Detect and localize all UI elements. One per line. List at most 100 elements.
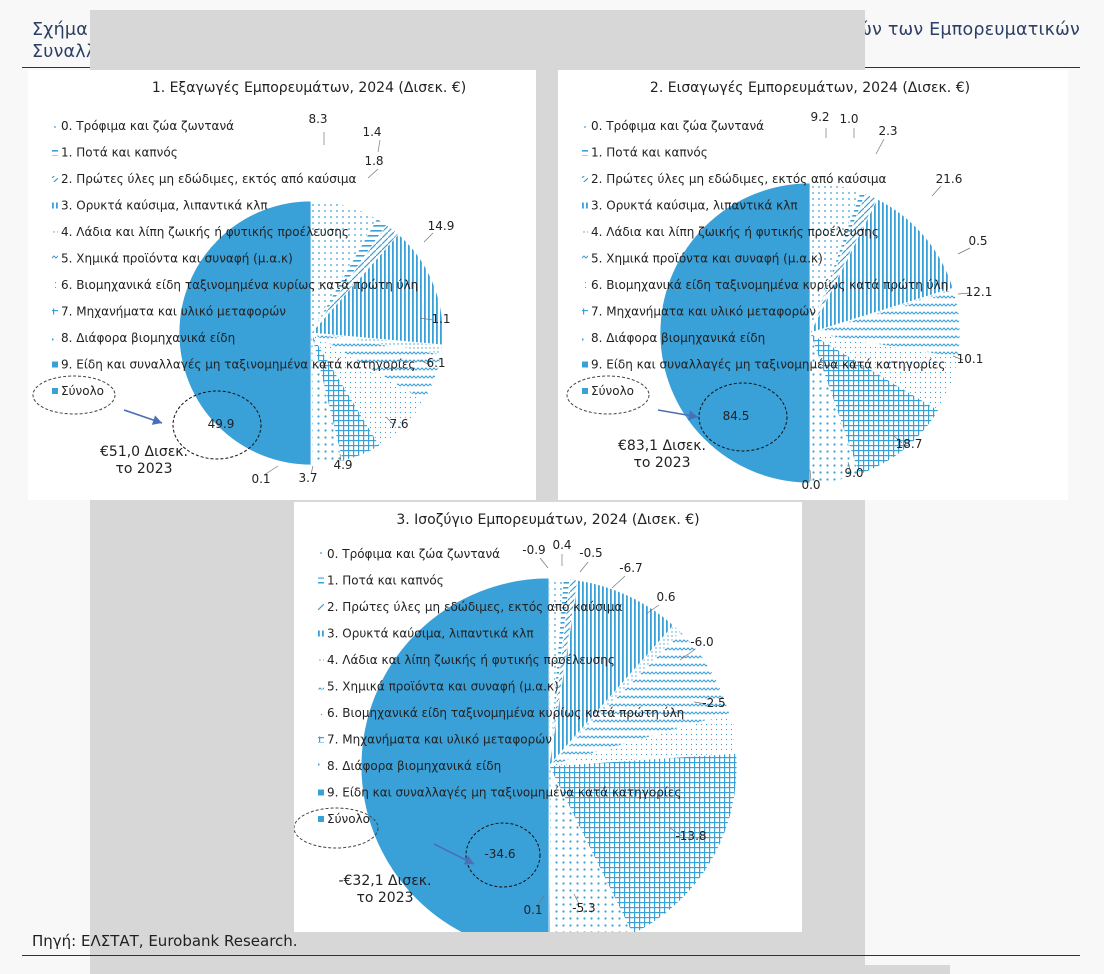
leader-line	[957, 292, 971, 295]
legend-item: 1. Ποτά και καπνός	[61, 146, 178, 160]
prior-year-note: €51,0 Δισεκ.	[100, 444, 188, 460]
data-label: 0.6	[656, 590, 675, 604]
leader-line	[809, 469, 812, 482]
legend-swatch	[318, 577, 324, 584]
legend-swatch	[52, 255, 58, 262]
data-label: 4.9	[333, 458, 352, 472]
leader-line	[423, 232, 434, 243]
pie-chart-svg: 2. Εισαγωγές Εμπορευμάτων, 2024 (Δισεκ. …	[566, 80, 992, 492]
legend-item: 7. Μηχανήματα και υλικό μεταφορών	[61, 305, 286, 319]
total-legend-highlight	[294, 807, 379, 849]
leader-line	[263, 465, 279, 476]
legend-swatch	[318, 630, 324, 637]
legend-swatch	[582, 335, 588, 341]
legend-swatch	[52, 361, 58, 368]
leader-line	[893, 435, 903, 444]
legend-item: 8. Διάφορα βιομηχανικά είδη	[591, 331, 765, 345]
prior-year-note: -€32,1 Δισεκ.	[338, 873, 431, 889]
pie-slice-total	[360, 577, 550, 932]
legend-item: 1. Ποτά και καπνός	[591, 146, 708, 160]
leader-line	[539, 557, 549, 569]
legend-item: 3. Ορυκτά καύσιμα, λιπαντικά κλπ	[61, 199, 268, 213]
leader-line	[339, 453, 342, 462]
legend-swatch	[582, 361, 588, 368]
legend-item: 3. Ορυκτά καύσιμα, λιπαντικά κλπ	[327, 627, 534, 641]
legend-item: 2. Πρώτες ύλες μη εδώδιμες, εκτός από κα…	[591, 172, 887, 186]
data-label: 1.8	[364, 154, 383, 168]
legend-item: 6. Βιομηχανικά είδη ταξινομημένα κυρίως …	[61, 278, 418, 292]
total-highlight-ellipse	[172, 390, 262, 460]
leader-line	[952, 355, 964, 361]
legend-item: 3. Ορυκτά καύσιμα, λιπαντικά κλπ	[591, 199, 798, 213]
pie-slice-total	[659, 182, 811, 484]
legend-swatch	[318, 604, 324, 610]
prior-year-note: το 2023	[633, 455, 690, 471]
pie-slice-7	[548, 752, 738, 932]
leader-line	[875, 138, 885, 155]
pie-slice-3	[310, 233, 444, 346]
leader-line	[385, 416, 395, 426]
data-label: 1.0	[839, 112, 858, 126]
total-legend-highlight	[566, 375, 650, 415]
legend-item: 0. Τρόφιμα και ζώα ζωντανά	[61, 119, 234, 133]
chart-title: 2. Εισαγωγές Εμπορευμάτων, 2024 (Δισεκ. …	[650, 80, 970, 96]
legend-swatch	[318, 736, 324, 743]
pie-chart-svg: 3. Ισοζύγιο Εμπορευμάτων, 2024 (Δισεκ. €…	[294, 512, 738, 932]
pie-chart-svg: 1. Εξαγωγές Εμπορευμάτων, 2024 (Δισεκ. €…	[32, 80, 466, 486]
total-value-label: 49.9	[208, 417, 235, 431]
arrow-head	[151, 415, 162, 425]
legend-swatch	[318, 683, 324, 690]
legend-swatch	[582, 308, 588, 315]
legend-item: 5. Χημικά προϊόντα και συναφή (μ.α.κ)	[61, 252, 293, 266]
data-label: -13.8	[675, 829, 706, 843]
legend-swatch	[52, 176, 58, 182]
data-label: 3.7	[298, 471, 317, 485]
total-value-label: -34.6	[484, 847, 515, 861]
leader-line	[573, 893, 580, 905]
legend-item: 2. Πρώτες ύλες μη εδώδιμες, εκτός από κα…	[327, 600, 623, 614]
gray-backdrop-bottom	[90, 965, 950, 974]
legend-item: 5. Χημικά προϊόντα και συναφή (μ.α.κ)	[327, 680, 559, 694]
leader-line	[310, 465, 314, 475]
leader-line	[931, 185, 942, 197]
legend-swatch	[318, 710, 324, 716]
legend-swatch	[52, 123, 58, 129]
legend-swatch	[52, 282, 58, 288]
pie-slice-3	[548, 579, 675, 768]
data-label: -6.0	[690, 635, 713, 649]
leader-line	[536, 895, 545, 907]
leader-line	[679, 649, 695, 661]
data-label: -5.3	[572, 901, 595, 915]
legend-swatch-total	[52, 388, 58, 394]
data-label: 0.5	[968, 234, 987, 248]
legend-swatch	[318, 763, 324, 769]
data-label: 0.4	[552, 538, 571, 552]
total-legend-highlight	[32, 375, 116, 415]
arrow-head	[463, 855, 474, 865]
pie-slice-7	[809, 332, 940, 476]
legend-swatch	[318, 789, 324, 796]
legend-item: Σύνολο	[61, 384, 104, 398]
legend-item: 5. Χημικά προϊόντα και συναφή (μ.α.κ)	[591, 252, 823, 266]
pie-slice-total	[178, 200, 312, 466]
legend-swatch-total	[582, 388, 588, 394]
legend-item: 9. Είδη και συναλλαγές μη ταξινομημένα κ…	[61, 358, 415, 372]
legend-swatch	[582, 123, 588, 129]
leader-line	[579, 561, 589, 573]
legend-item: 8. Διάφορα βιομηχανικά είδη	[61, 331, 235, 345]
legend-item: 4. Λάδια και λίπη ζωικής ή φυτικής προέλ…	[327, 653, 615, 667]
leader-line	[847, 461, 851, 471]
data-label: -0.9	[522, 543, 545, 557]
source-note: Πηγή: ΕΛΣΤΑΤ, Eurobank Research.	[32, 932, 298, 950]
legend-item: 7. Μηχανήματα και υλικό μεταφορών	[327, 733, 552, 747]
legend-swatch	[52, 308, 58, 315]
legend-item: 6. Βιομηχανικά είδη ταξινομημένα κυρίως …	[591, 278, 948, 292]
legend-item: 1. Ποτά και καπνός	[327, 574, 444, 588]
data-label: 18.7	[896, 437, 923, 451]
legend-item: 7. Μηχανήματα και υλικό μεταφορών	[591, 305, 816, 319]
legend-swatch	[582, 282, 588, 288]
legend-swatch	[52, 229, 58, 235]
data-label: -0.5	[579, 546, 602, 560]
data-label: 6.1	[426, 356, 445, 370]
leader-line	[367, 168, 379, 179]
